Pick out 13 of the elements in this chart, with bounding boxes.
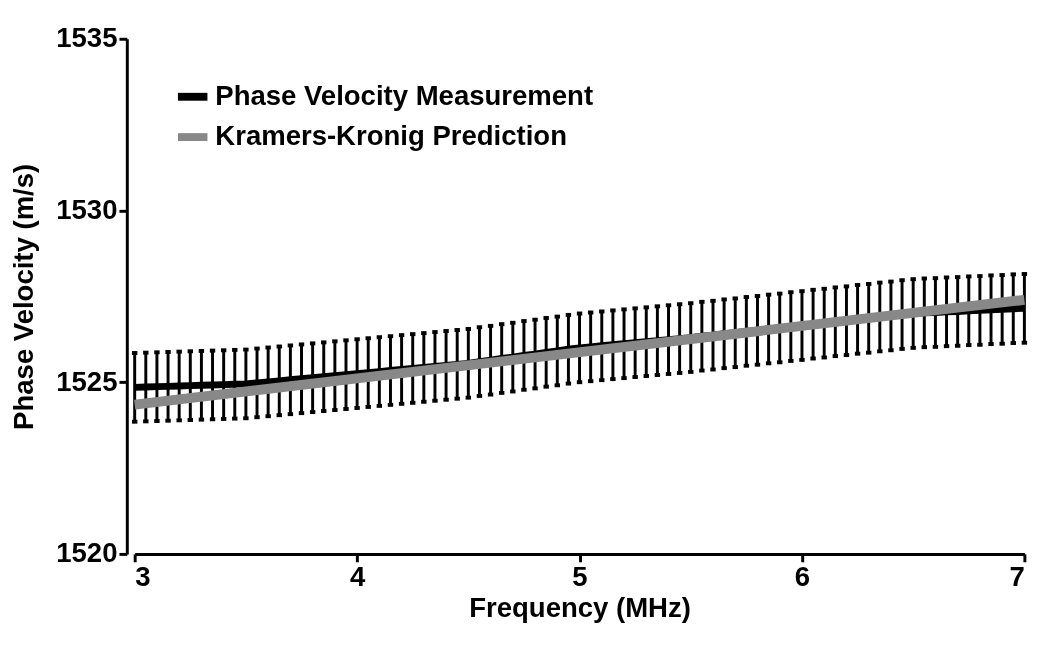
- x-tick-label: 7: [1009, 560, 1025, 592]
- legend-label: Phase Velocity Measurement: [215, 79, 594, 111]
- x-axis-title: Frequency (MHz): [469, 592, 691, 624]
- y-tick-label: 1535: [56, 22, 118, 54]
- y-axis-title: Phase Velocity (m/s): [7, 163, 39, 430]
- y-tick-label: 1530: [56, 193, 118, 225]
- x-tick-label: 4: [349, 560, 366, 592]
- y-tick-label: 1525: [56, 365, 118, 397]
- x-tick-label: 6: [794, 560, 811, 592]
- x-tick-label: 3: [135, 560, 151, 592]
- legend-label: Kramers-Kronig Prediction: [215, 119, 567, 151]
- y-tick-label: 1520: [56, 537, 118, 569]
- x-tick-label: 5: [572, 560, 588, 592]
